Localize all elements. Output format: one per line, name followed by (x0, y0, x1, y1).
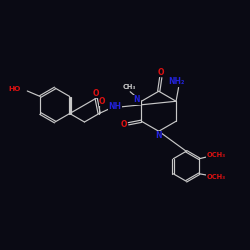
Text: OCH₃: OCH₃ (206, 152, 226, 158)
Text: NH₂: NH₂ (168, 78, 185, 86)
Text: NH: NH (108, 102, 121, 111)
Text: N: N (156, 131, 162, 140)
Text: CH₃: CH₃ (123, 84, 136, 90)
Text: OCH₃: OCH₃ (206, 174, 226, 180)
Text: O: O (158, 68, 164, 77)
Text: O: O (120, 120, 127, 129)
Text: HO: HO (8, 86, 20, 92)
Text: O: O (92, 89, 99, 98)
Text: N: N (134, 96, 140, 104)
Text: O: O (99, 96, 105, 106)
